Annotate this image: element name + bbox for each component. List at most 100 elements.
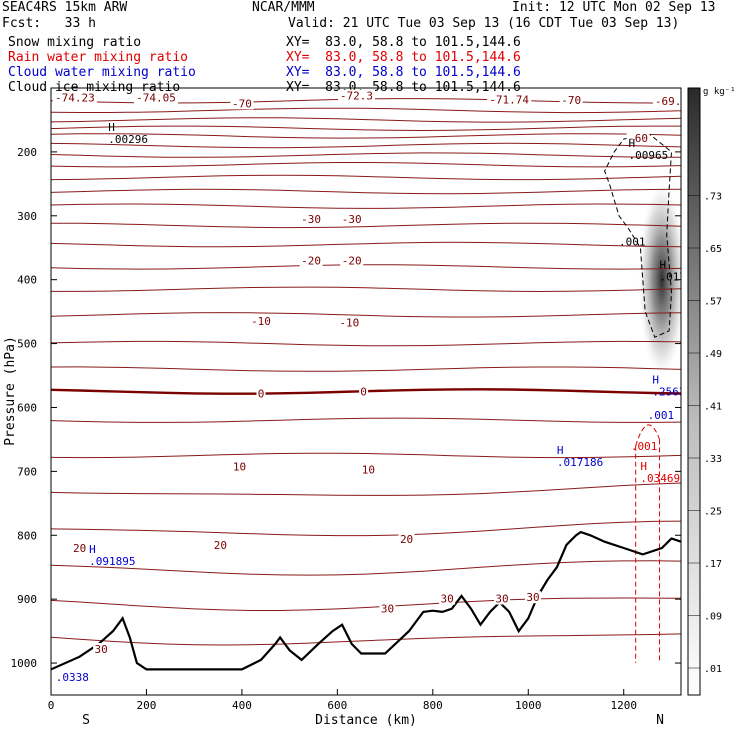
isotherm-contour <box>51 482 681 496</box>
max-value: .091895 <box>89 555 135 568</box>
temperature-label: -72.3 <box>340 90 373 103</box>
temperature-label: 10 <box>233 460 246 473</box>
temperature-label: -71.74 <box>489 94 529 107</box>
label-bg <box>93 642 110 655</box>
max-value: .001 <box>648 409 675 422</box>
y-tick-label: 600 <box>17 401 37 414</box>
isotherm-contour <box>51 520 681 537</box>
x-tick-label: 600 <box>327 699 347 712</box>
plot-frame <box>50 87 682 696</box>
max-marker: H <box>660 258 667 271</box>
isotherm-contour <box>51 633 681 646</box>
colorbar-label: .33 <box>704 454 722 465</box>
temperature-label: 0 <box>258 387 265 400</box>
field-cloud-water-xy: XY= 83.0, 58.8 to 101.5,144.6 <box>286 65 521 80</box>
isotherm-contour <box>51 312 681 318</box>
x-tick-label: 1200 <box>610 699 637 712</box>
colorbar-label: .09 <box>704 612 722 623</box>
temperature-label: -70 <box>232 97 252 110</box>
max-value: .00296 <box>108 133 148 146</box>
max-value: .03469 <box>640 472 680 485</box>
colorbar-label: .01 <box>704 664 722 675</box>
temperature-label: 10 <box>362 463 375 476</box>
label-bg <box>559 94 583 107</box>
label-bg <box>231 460 248 473</box>
x-axis-label: Distance (km) <box>315 713 417 728</box>
colorbar-label: .41 <box>704 402 722 413</box>
label-bg <box>379 602 396 615</box>
label-bg <box>337 316 361 329</box>
label-bg <box>494 592 511 605</box>
isotherm-contour <box>51 162 681 168</box>
label-bg <box>359 385 369 398</box>
label-bg <box>52 91 97 104</box>
isotherm-contour <box>51 117 681 123</box>
colorbar-label: .73 <box>704 192 722 203</box>
isotherm-contour <box>51 560 681 576</box>
y-tick-label: 300 <box>17 210 37 223</box>
isotherm-contour <box>51 188 681 195</box>
temperature-label: -30 <box>301 213 321 226</box>
model-title: SEAC4RS 15km ARW <box>2 0 128 15</box>
y-tick-label: 900 <box>17 593 37 606</box>
colorbar-label: .49 <box>704 349 722 360</box>
colorbar-label: .25 <box>704 507 722 518</box>
temperature-label: 30 <box>381 603 394 616</box>
y-tick-label: 1000 <box>11 657 38 670</box>
label-bg <box>212 538 229 551</box>
y-tick-label: 500 <box>17 338 37 351</box>
isotherm-contour <box>51 133 681 139</box>
isotherm-contour <box>51 417 681 423</box>
temperature-label: -20 <box>301 255 321 268</box>
org-label: NCAR/MMM <box>252 0 315 15</box>
label-bg <box>652 94 681 107</box>
isotherm-contour <box>51 452 681 459</box>
isotherm-contour <box>51 125 681 132</box>
label-bg <box>299 212 323 225</box>
temperature-label: -30 <box>342 213 362 226</box>
colorbar <box>687 87 701 696</box>
valid-time: Valid: 21 UTC Tue 03 Sep 13 (16 CDT Tue … <box>288 16 680 31</box>
label-bg <box>340 254 364 267</box>
temperature-label: 20 <box>400 533 413 546</box>
temperature-label: -69.8 <box>655 95 688 108</box>
isotherm-contour <box>51 152 681 158</box>
field-cloud-water-name: Cloud water mixing ratio <box>8 65 196 80</box>
isotherm-contour <box>51 597 681 611</box>
x-tick-label: 800 <box>423 699 443 712</box>
y-tick-label: 200 <box>17 146 37 159</box>
colorbar-label: .65 <box>704 244 722 255</box>
max-value: .001 <box>631 440 658 453</box>
temperature-label: -60 <box>628 132 648 145</box>
temperature-label: -74.23 <box>55 92 95 105</box>
terrain-line <box>51 530 681 671</box>
max-value: .001 <box>619 235 646 248</box>
isotherm-contour <box>51 174 681 181</box>
max-value: .0179 <box>660 270 693 283</box>
field-snow-name: Snow mixing ratio <box>8 35 142 50</box>
temperature-label: -70 <box>561 94 581 107</box>
temperature-label: 30 <box>94 643 107 656</box>
label-bg <box>340 212 364 225</box>
colorbar-unit: g kg⁻¹ <box>703 87 736 97</box>
isotherm-contour <box>51 264 681 270</box>
y-tick-label: 400 <box>17 274 37 287</box>
isotherm-contour <box>51 340 681 347</box>
isotherm-contour <box>51 142 681 149</box>
field-rain-name: Rain water mixing ratio <box>8 50 189 65</box>
label-bg <box>299 254 323 267</box>
max-marker: H <box>557 444 564 457</box>
isotherm-contour <box>51 203 681 209</box>
label-bg <box>134 91 178 104</box>
label-bg <box>337 89 375 102</box>
y-tick-label: 700 <box>17 465 37 478</box>
snow-shading <box>637 179 681 380</box>
label-bg <box>256 387 266 400</box>
temperature-label: -20 <box>342 255 362 268</box>
field-rain-xy: XY= 83.0, 58.8 to 101.5,144.6 <box>286 50 521 65</box>
max-value: .2563 <box>652 386 685 399</box>
label-bg <box>230 97 254 110</box>
label-bg <box>360 463 377 476</box>
label-bg <box>249 315 273 328</box>
